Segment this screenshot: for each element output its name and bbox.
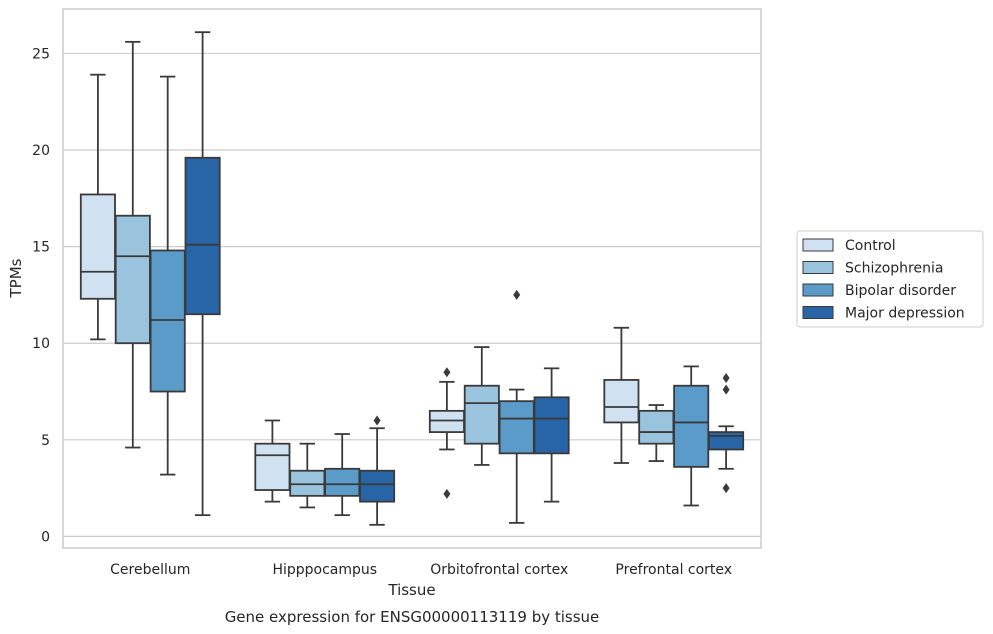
box-iqr xyxy=(149,249,186,393)
y-axis-label: TPMs xyxy=(7,258,25,298)
chart-caption: Gene expression for ENSG00000113119 by t… xyxy=(225,608,600,626)
legend-swatch xyxy=(802,261,834,274)
x-tick-label: Orbitofrontal cortex xyxy=(430,562,568,578)
legend-label: Control xyxy=(845,238,896,254)
legend: Control Schizophrenia Bipolar disorder Majo… xyxy=(796,230,984,328)
y-tick-labels: 0 5 10 15 20 25 xyxy=(32,46,50,545)
box-iqr xyxy=(79,193,116,300)
box-3-3 xyxy=(708,372,745,494)
box-3-1 xyxy=(638,404,675,462)
y-tick-label: 15 xyxy=(32,240,50,256)
legend-items: Control Schizophrenia Bipolar disorder Majo… xyxy=(802,238,965,322)
legend-frame xyxy=(796,230,984,328)
legend-swatch xyxy=(802,283,834,297)
outlier-point xyxy=(722,384,730,395)
box-0-3 xyxy=(184,31,221,517)
box-iqr xyxy=(184,156,221,316)
box-3-0 xyxy=(603,326,640,464)
box-iqr xyxy=(114,214,151,345)
box-iqr xyxy=(673,384,710,468)
plot-frame xyxy=(62,8,762,549)
legend-swatch xyxy=(802,238,834,252)
box-groups xyxy=(79,31,745,526)
box-iqr xyxy=(359,469,396,503)
box-iqr xyxy=(603,379,640,424)
outlier-point xyxy=(443,488,451,499)
y-tick-label: 25 xyxy=(32,46,50,62)
box-iqr xyxy=(533,396,570,455)
box-iqr xyxy=(254,442,291,491)
box-iqr xyxy=(324,467,361,497)
outlier-point xyxy=(722,372,730,383)
box-0-2 xyxy=(149,75,186,476)
box-1-0 xyxy=(254,419,291,503)
x-tick-label: Hipppocampus xyxy=(272,562,377,578)
x-axis-label: Tissue xyxy=(387,581,435,599)
y-tick-label: 10 xyxy=(32,336,50,352)
outlier-point xyxy=(373,415,381,426)
outlier-point xyxy=(443,367,451,378)
box-3-2 xyxy=(673,365,710,507)
outlier-point xyxy=(722,483,730,494)
x-tick-labels: Cerebellum Hipppocampus Orbitofrontal cort… xyxy=(110,562,732,578)
y-tick-label: 0 xyxy=(41,529,50,545)
legend-label: Bipolar disorder xyxy=(845,283,956,299)
box-0-1 xyxy=(114,40,151,449)
box-iqr xyxy=(498,400,535,455)
box-1-2 xyxy=(324,433,361,517)
box-1-3 xyxy=(359,415,396,526)
box-iqr xyxy=(708,431,745,451)
x-tick-label: Prefrontal cortex xyxy=(615,562,732,578)
y-tick-label: 20 xyxy=(32,143,50,159)
box-iqr xyxy=(428,409,465,433)
box-iqr xyxy=(638,409,675,445)
legend-label: Schizophrenia xyxy=(845,261,943,277)
box-1-1 xyxy=(289,442,326,509)
legend-label: Major depression xyxy=(845,306,965,322)
y-tick-label: 5 xyxy=(41,433,50,449)
outlier-point xyxy=(513,289,521,300)
box-iqr xyxy=(289,469,326,497)
box-2-3 xyxy=(533,367,570,503)
x-tick-label: Cerebellum xyxy=(110,562,190,578)
box-iqr xyxy=(463,384,500,445)
legend-swatch xyxy=(802,306,834,319)
box-2-0 xyxy=(428,367,465,499)
